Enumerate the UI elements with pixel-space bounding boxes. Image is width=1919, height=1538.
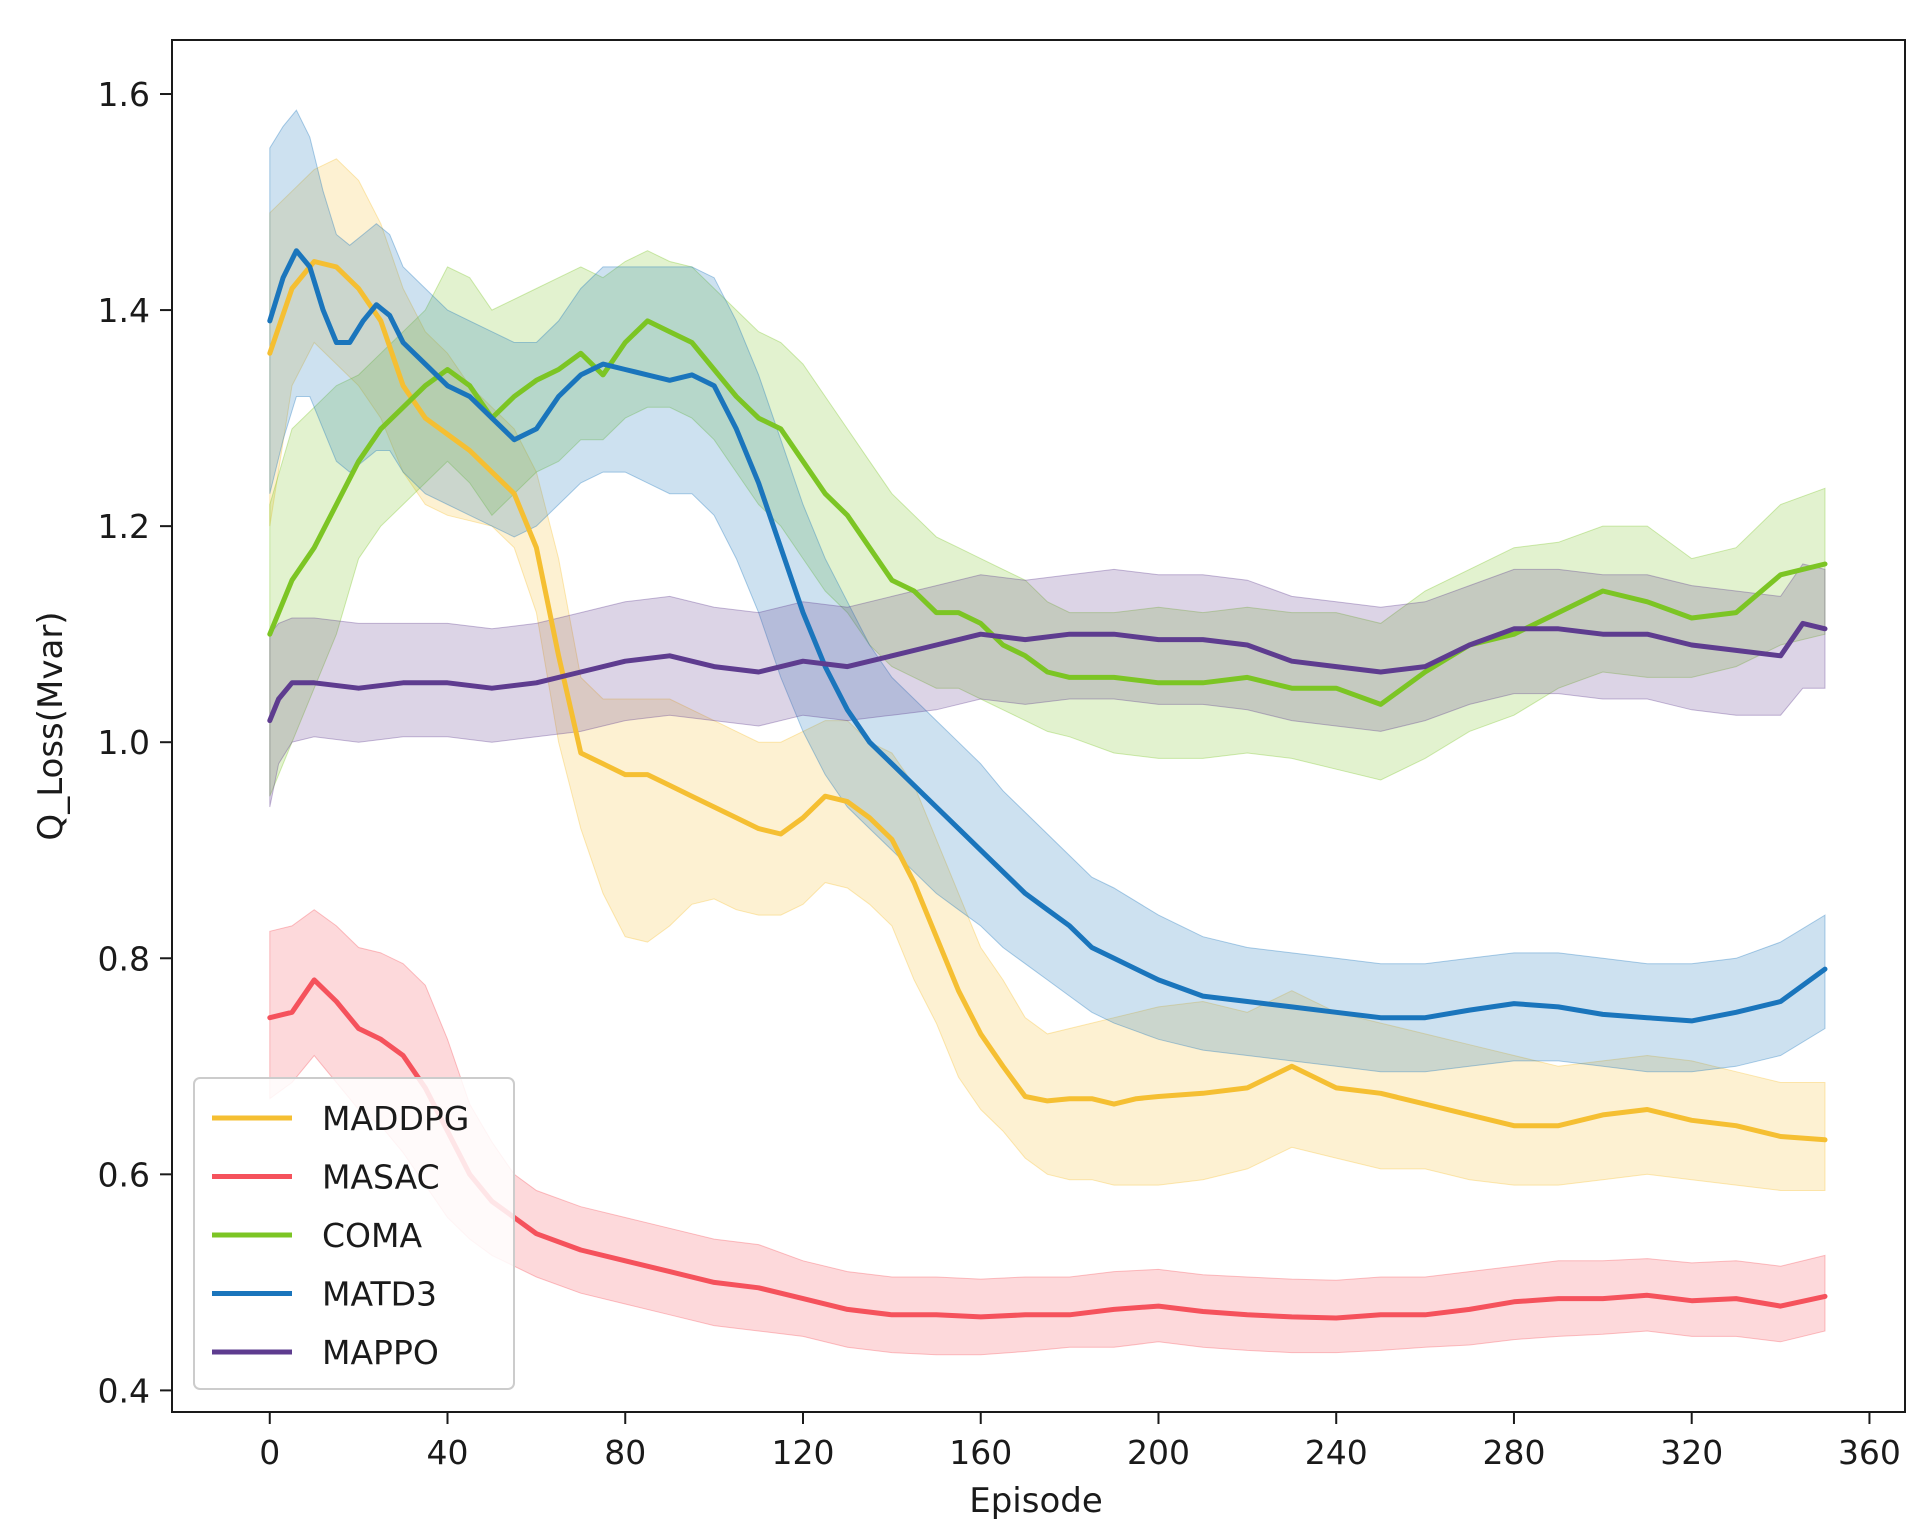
band-masac bbox=[269, 909, 1826, 1356]
x-tick-label: 40 bbox=[427, 1433, 469, 1472]
y-axis-ticks: 0.4 0.6 0.8 1.0 1.2 1.4 1.6 bbox=[98, 75, 172, 1410]
x-axis-ticks: 0 40 80 120 160 200 240 280 320 360 bbox=[259, 1412, 1901, 1472]
band-mappo bbox=[269, 563, 1826, 808]
x-tick-label: 200 bbox=[1127, 1433, 1190, 1472]
series-line-maddpg bbox=[267, 259, 1828, 1143]
y-tick-label: 1.6 bbox=[98, 75, 150, 114]
legend-label-maddpg: MADDPG bbox=[322, 1099, 469, 1138]
y-tick-label: 0.4 bbox=[98, 1371, 150, 1410]
x-tick-label: 240 bbox=[1305, 1433, 1368, 1472]
legend-label-mappo: MAPPO bbox=[322, 1333, 439, 1372]
x-tick-label: 280 bbox=[1482, 1433, 1545, 1472]
y-tick-label: 1.0 bbox=[98, 723, 150, 762]
legend-label-masac: MASAC bbox=[322, 1158, 440, 1197]
legend: MADDPG MASAC COMA MATD3 MAPPO bbox=[193, 1077, 515, 1390]
x-tick-label: 320 bbox=[1660, 1433, 1723, 1472]
y-tick-label: 1.2 bbox=[98, 507, 150, 546]
y-tick-label: 0.6 bbox=[98, 1155, 150, 1194]
plot-frame bbox=[171, 39, 1906, 1413]
band-maddpg bbox=[269, 158, 1826, 1191]
y-axis-title: Q_Loss(Mvar) bbox=[31, 611, 71, 840]
x-tick-label: 360 bbox=[1838, 1433, 1901, 1472]
series-line-matd3 bbox=[267, 248, 1828, 1024]
legend-box bbox=[193, 1077, 515, 1390]
y-tick-label: 1.4 bbox=[98, 291, 150, 330]
series-line-mappo bbox=[267, 620, 1828, 724]
x-tick-label: 80 bbox=[604, 1433, 646, 1472]
legend-label-coma: COMA bbox=[322, 1216, 422, 1255]
y-tick-label: 0.8 bbox=[98, 939, 150, 978]
series-line-coma bbox=[267, 318, 1828, 707]
x-tick-label: 0 bbox=[259, 1433, 280, 1472]
band-matd3 bbox=[269, 109, 1826, 1073]
x-tick-label: 120 bbox=[771, 1433, 834, 1472]
legend-label-matd3: MATD3 bbox=[322, 1275, 437, 1314]
x-axis-title: Episode bbox=[969, 1481, 1103, 1521]
x-tick-label: 160 bbox=[949, 1433, 1012, 1472]
